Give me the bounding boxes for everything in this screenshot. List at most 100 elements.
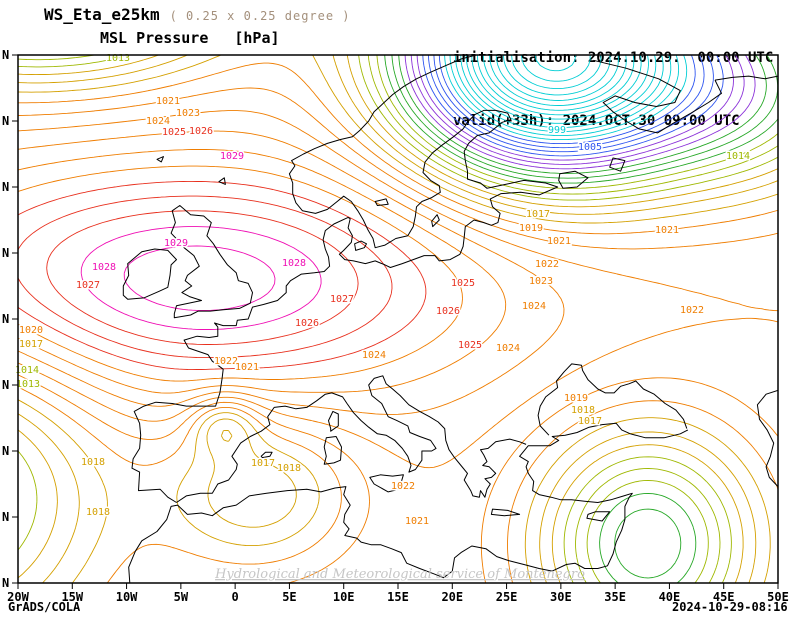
isobar-1019 (18, 62, 778, 583)
isobar-1026 (18, 195, 393, 359)
isobar-1002 (444, 55, 688, 141)
isobar-989 (534, 55, 576, 72)
isobar-990 (520, 55, 591, 82)
x-tick-label: 40E (659, 590, 681, 604)
contour-label: 1018 (277, 463, 301, 474)
contour-label: 1017 (526, 209, 550, 220)
x-tick-label: 0 (232, 590, 239, 604)
y-tick-label: N (2, 510, 9, 524)
contour-label: 1024 (362, 350, 386, 361)
x-tick-label: 15W (61, 590, 83, 604)
x-tick-label: 10W (116, 590, 138, 604)
coastlines (122, 55, 778, 583)
y-tick-label: N (2, 180, 9, 194)
coastline (714, 75, 778, 81)
isobar-993 (495, 55, 619, 101)
coastline (431, 214, 440, 228)
isobar-1013 (376, 55, 778, 583)
contour-label: 1017 (19, 339, 43, 350)
contour-label: 1024 (496, 343, 520, 354)
contour-label: 1029 (220, 151, 244, 162)
contour-label: 1022 (214, 356, 238, 367)
contour-label: 1019 (564, 393, 588, 404)
isobar-1003 (438, 55, 696, 145)
contour-label: 1022 (680, 305, 704, 316)
contour-label: 1018 (86, 507, 110, 518)
isobar-1025 (18, 180, 427, 371)
x-tick-label: 15E (387, 590, 409, 604)
coastline (537, 363, 688, 436)
y-tick-label: N (2, 114, 9, 128)
model-name: WS_Eta_e25km (44, 5, 160, 24)
x-tick-label: 5E (282, 590, 296, 604)
x-tick-label: 20W (7, 590, 29, 604)
contour-label: 1027 (76, 280, 100, 291)
isobar-999 (460, 55, 664, 128)
x-tick-label: 5W (174, 590, 189, 604)
isobar-995 (482, 55, 635, 111)
coastline (323, 436, 342, 465)
field-name: MSL Pressure (100, 29, 209, 47)
x-tick-label: 50E (767, 590, 789, 604)
contour-label: 1024 (522, 301, 546, 312)
coastline (170, 205, 253, 319)
render-timestamp: 2024-10-29-08:16 (672, 600, 788, 614)
coastline (609, 157, 626, 172)
coastline (586, 511, 611, 522)
contour-label: 1017 (578, 416, 602, 427)
coastline (131, 55, 559, 503)
y-tick-label: N (2, 312, 9, 326)
isobar-1015 (18, 55, 778, 583)
contour-label: 1021 (547, 236, 571, 247)
axis-ticks (12, 54, 779, 589)
isobar-1010 (398, 55, 767, 174)
coastline (374, 198, 389, 206)
isobar-1005 (427, 55, 714, 153)
isobar-994 (489, 55, 627, 106)
x-tick-label: 20E (441, 590, 463, 604)
isobar-1017 (18, 55, 778, 583)
coastline (490, 508, 521, 517)
contour-label: 1018 (81, 457, 105, 468)
isobar-1022 (18, 130, 565, 415)
isobar-1007 (416, 55, 734, 161)
contour-label: 1021 (405, 516, 429, 527)
x-tick-label: 30E (550, 590, 572, 604)
isobar-1029 (123, 245, 276, 311)
isobar-1011 (391, 55, 778, 579)
coastline (176, 375, 527, 503)
contour-label: 1027 (330, 294, 354, 305)
x-tick-label: 35E (604, 590, 626, 604)
coastline (756, 389, 778, 487)
coastline (369, 474, 404, 493)
y-tick-label: N (2, 48, 9, 62)
isobar-1028 (80, 226, 322, 330)
header-title-line: WS_Eta_e25km ( 0.25 x 0.25 degree ) (44, 5, 351, 24)
isobar-1012 (384, 55, 778, 583)
y-tick-label: N (2, 378, 9, 392)
contour-label: 1028 (92, 262, 116, 273)
contour-label: 1026 (189, 126, 213, 137)
coastline (558, 170, 589, 189)
contour-label: 1023 (529, 276, 553, 287)
isobar-1001 (449, 55, 680, 137)
contour-label: 1005 (578, 142, 602, 153)
y-tick-label: N (2, 576, 9, 590)
contour-label: 1028 (282, 258, 306, 269)
contour-label: 1021 (156, 96, 180, 107)
y-tick-label: N (2, 444, 9, 458)
axis-labels: 20W 15W 10W 5W 0 5E 10E 15E 20E 25E 30E 35E 40E 45E 50… (2, 48, 789, 604)
contour-label: 1020 (19, 325, 43, 336)
isobar-996 (476, 55, 642, 116)
contour-label: 1025 (451, 278, 475, 289)
contour-label: 1014 (726, 151, 750, 162)
contour-label: 1019 (519, 223, 543, 234)
contour-label: 1017 (251, 458, 275, 469)
contour-label: 1022 (391, 481, 415, 492)
isobar-1021 (18, 110, 778, 469)
contour-label: 1024 (146, 116, 170, 127)
contour-label: 1014 (15, 365, 39, 376)
coastline (260, 451, 273, 459)
contour-label: 1022 (535, 259, 559, 270)
